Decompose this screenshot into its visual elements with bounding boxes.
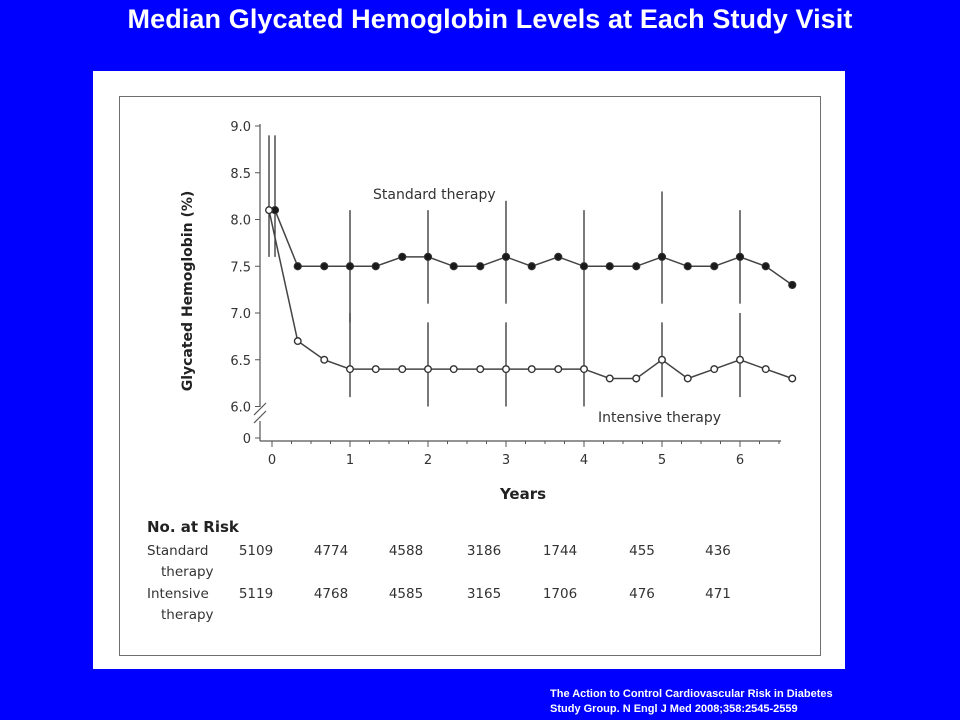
standard-therapy-point: [683, 262, 692, 271]
intensive-therapy-point: [476, 365, 485, 374]
standard-therapy-point: [657, 252, 667, 261]
y-tick-label: 8.0: [230, 214, 251, 229]
intensive-therapy-point: [345, 365, 354, 374]
x-tick-label: 3: [502, 453, 510, 468]
risk-table-cell: 471: [705, 586, 731, 602]
intensive-therapy-point: [320, 355, 329, 364]
standard-therapy-point: [449, 262, 458, 271]
citation-line-2: Study Group. N Engl J Med 2008;358:2545-…: [550, 703, 798, 715]
y-tick-label: 8.5: [230, 167, 251, 182]
chart: Glycated Hemoglobin (%) Years Standard t…: [147, 120, 797, 623]
intensive-therapy-point: [449, 365, 458, 374]
intensive-therapy-point: [605, 374, 614, 383]
x-tick-label: 6: [736, 453, 744, 468]
standard-therapy-label: Standard therapy: [373, 187, 496, 203]
axes: Glycated Hemoglobin (%) Years Standard t…: [180, 124, 781, 503]
intensive-therapy-point: [580, 365, 589, 374]
standard-therapy-point: [345, 262, 355, 271]
standard-therapy-point: [710, 262, 719, 271]
standard-therapy-point: [320, 262, 329, 271]
x-tick-label: 0: [268, 453, 276, 468]
risk-table: No. at Risk Standard therapy Intensive t…: [147, 518, 731, 623]
intensive-therapy-point: [554, 365, 563, 374]
citation: The Action to Control Cardiovascular Ris…: [550, 687, 950, 717]
y-tick-label: 0: [243, 432, 251, 447]
risk-row-standard-label-1: Standard: [147, 543, 208, 559]
data-points: [264, 206, 797, 383]
standard-therapy-point: [761, 262, 770, 271]
citation-line-1: The Action to Control Cardiovascular Ris…: [550, 688, 833, 700]
intensive-therapy-point: [527, 365, 536, 374]
risk-table-cell: 455: [629, 543, 655, 559]
intensive-therapy-point: [424, 365, 433, 374]
y-axis-label: Glycated Hemoglobin (%): [180, 191, 196, 392]
x-tick-label: 2: [424, 453, 432, 468]
standard-therapy-point: [579, 262, 589, 271]
intensive-therapy-point: [632, 374, 641, 383]
risk-table-cell: 4768: [314, 586, 348, 602]
intensive-therapy-label: Intensive therapy: [598, 410, 721, 426]
x-axis-label: Years: [499, 485, 546, 503]
standard-therapy-point: [476, 262, 485, 271]
standard-therapy-point: [293, 262, 302, 271]
x-tick-label: 4: [580, 453, 588, 468]
intensive-therapy-point: [398, 365, 407, 374]
standard-therapy-point: [501, 252, 511, 261]
risk-table-cell: 4588: [389, 543, 423, 559]
intensive-therapy-point: [293, 337, 302, 346]
standard-therapy-line: [274, 209, 793, 286]
risk-table-cell: 5119: [239, 586, 273, 602]
standard-therapy-point: [632, 262, 641, 271]
standard-therapy-point: [788, 280, 797, 290]
slide-title: Median Glycated Hemoglobin Levels at Eac…: [127, 4, 853, 34]
standard-therapy-point: [554, 252, 563, 261]
intensive-therapy-point: [683, 374, 692, 383]
intensive-therapy-point: [736, 355, 745, 364]
risk-table-cell: 3186: [467, 543, 501, 559]
risk-row-standard-label-2: therapy: [161, 564, 214, 580]
risk-table-cell: 4774: [314, 543, 348, 559]
risk-table-cell: 1744: [543, 543, 577, 559]
y-tick-label: 9.0: [230, 120, 251, 135]
risk-table-cell: 3165: [467, 586, 501, 602]
x-tick-label: 5: [658, 453, 666, 468]
intensive-therapy-point: [502, 365, 511, 374]
x-tick-label: 1: [346, 453, 354, 468]
axis-break-mark: [253, 402, 267, 416]
axis-break-mark: [253, 410, 267, 424]
y-tick-label: 7.5: [230, 260, 251, 275]
risk-table-cell: 476: [629, 586, 655, 602]
intensive-therapy-point: [371, 365, 380, 374]
standard-therapy-point: [371, 262, 380, 271]
risk-table-cell: 1706: [543, 586, 577, 602]
risk-table-title: No. at Risk: [147, 518, 240, 536]
risk-table-cell: 4585: [389, 586, 423, 602]
intensive-therapy-point: [788, 374, 797, 383]
intensive-therapy-point: [264, 206, 273, 215]
tick-labels: 9.0 8.5 8.0 7.5 7.0 6.5 6.0 0 0 1 2 3 4 5 6: [230, 120, 780, 468]
intensive-therapy-point: [710, 365, 719, 374]
figure-frame: [119, 96, 821, 656]
series-lines: [268, 209, 793, 380]
risk-row-intensive-label-1: Intensive: [147, 586, 209, 602]
standard-therapy-point: [735, 252, 745, 261]
risk-table-cell: 5109: [239, 543, 273, 559]
figure-panel: Glycated Hemoglobin (%) Years Standard t…: [93, 71, 845, 669]
standard-therapy-point: [398, 252, 407, 261]
y-tick-label: 6.0: [230, 401, 251, 416]
standard-therapy-point: [605, 262, 614, 271]
y-tick-label: 7.0: [230, 307, 251, 322]
risk-row-intensive-label-2: therapy: [161, 607, 214, 623]
standard-therapy-point: [527, 262, 536, 271]
intensive-therapy-point: [658, 355, 667, 364]
intensive-therapy-point: [761, 365, 770, 374]
standard-therapy-point: [423, 252, 433, 261]
y-tick-label: 6.5: [230, 354, 251, 369]
intensive-therapy-line: [268, 210, 793, 380]
risk-table-cell: 436: [705, 543, 731, 559]
